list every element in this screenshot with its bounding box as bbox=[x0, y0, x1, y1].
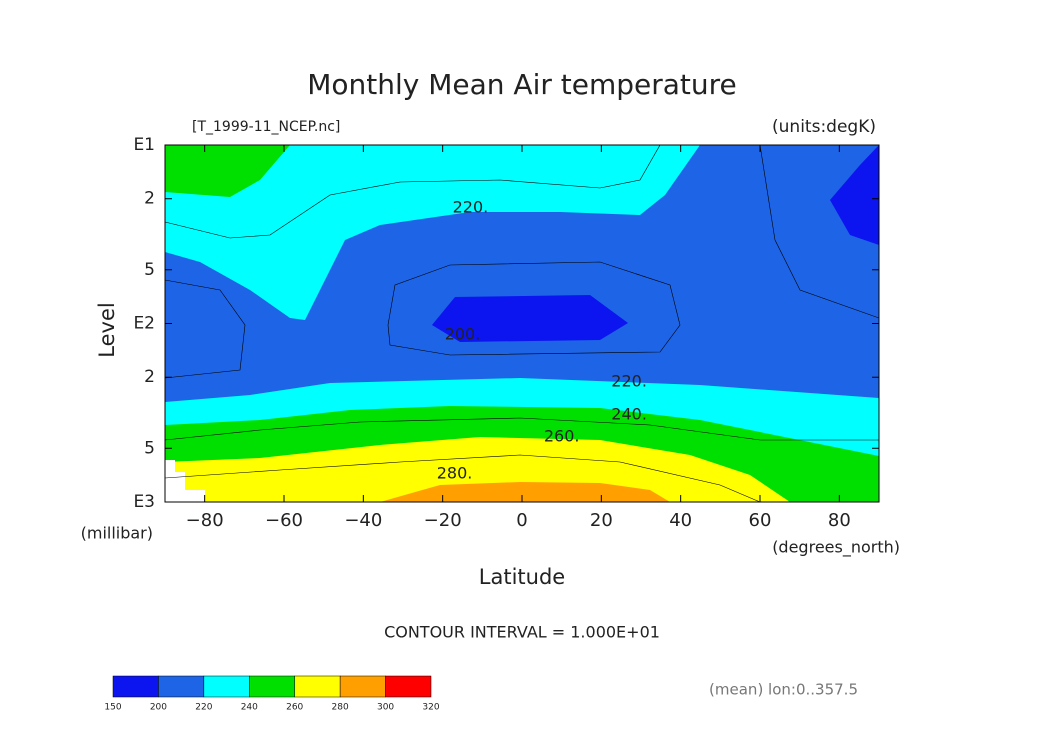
region bbox=[165, 145, 700, 320]
subtitle: [T_1999-11_NCEP.nc] bbox=[192, 119, 340, 135]
colorbar-swatch bbox=[203, 675, 250, 698]
colorbar-label: 300 bbox=[377, 703, 394, 713]
contour-lines bbox=[164, 144, 880, 503]
y-tick-label: E1 bbox=[133, 135, 155, 155]
footer: (mean) lon:0..357.5 bbox=[709, 681, 858, 699]
y-axis-label: Level bbox=[95, 302, 119, 357]
x-tick-label: 60 bbox=[749, 510, 772, 531]
contour-line bbox=[164, 279, 246, 379]
colorbar-swatch bbox=[294, 675, 341, 698]
region bbox=[432, 295, 628, 342]
y-tick-label: 2 bbox=[144, 189, 155, 209]
x-axis-label: Latitude bbox=[479, 565, 565, 589]
contour-label: 200. bbox=[445, 325, 481, 344]
contour-label: 240. bbox=[611, 405, 647, 424]
x-tick-label: 80 bbox=[828, 510, 851, 531]
contour-line bbox=[387, 261, 681, 356]
chart-title: Monthly Mean Air temperature bbox=[307, 68, 737, 101]
contour-line bbox=[164, 454, 761, 503]
region bbox=[165, 437, 790, 502]
x-tick-label: −40 bbox=[344, 510, 382, 531]
contour-line bbox=[164, 417, 879, 441]
colorbar-label: 220 bbox=[195, 703, 212, 713]
colorbar-swatch bbox=[112, 675, 159, 698]
units: (units:degK) bbox=[772, 117, 876, 137]
contour-line bbox=[164, 144, 661, 239]
region bbox=[165, 145, 290, 197]
contour-interval: CONTOUR INTERVAL = 1.000E+01 bbox=[384, 623, 660, 642]
region bbox=[380, 482, 670, 502]
colorbar-label: 280 bbox=[332, 703, 349, 713]
y-units: (millibar) bbox=[81, 524, 153, 543]
contour-label: 220. bbox=[611, 372, 647, 391]
colorbar-label: 260 bbox=[286, 703, 303, 713]
region bbox=[830, 145, 879, 245]
x-tick-label: −20 bbox=[424, 510, 462, 531]
x-tick-label: −80 bbox=[186, 510, 224, 531]
colorbar-swatch bbox=[339, 675, 386, 698]
missing bbox=[165, 460, 205, 502]
x-units: (degrees_north) bbox=[772, 538, 900, 558]
colorbar-label: 200 bbox=[150, 703, 167, 713]
y-tick-label: 2 bbox=[144, 367, 155, 387]
y-tick-label: E2 bbox=[133, 314, 155, 334]
x-tick-label: 20 bbox=[590, 510, 613, 531]
colorbar-label: 240 bbox=[241, 703, 258, 713]
y-tick-label: 5 bbox=[144, 260, 155, 280]
x-tick-label: 0 bbox=[516, 510, 527, 531]
colorbar-swatch bbox=[249, 675, 295, 698]
x-tick-label: −60 bbox=[265, 510, 303, 531]
contour-fill bbox=[165, 145, 879, 502]
colorbar-swatch bbox=[158, 675, 205, 698]
contour-label: 220. bbox=[453, 197, 489, 216]
contour-label: 280. bbox=[437, 464, 473, 483]
y-tick-label: E3 bbox=[133, 492, 155, 512]
contour-label: 260. bbox=[544, 427, 580, 446]
colorbar-label: 150 bbox=[104, 703, 121, 713]
y-tick-label: 5 bbox=[144, 438, 155, 458]
x-tick-label: 40 bbox=[669, 510, 692, 531]
colorbar-swatch bbox=[385, 675, 432, 698]
contour-line bbox=[759, 144, 880, 319]
colorbar-label: 320 bbox=[422, 703, 439, 713]
